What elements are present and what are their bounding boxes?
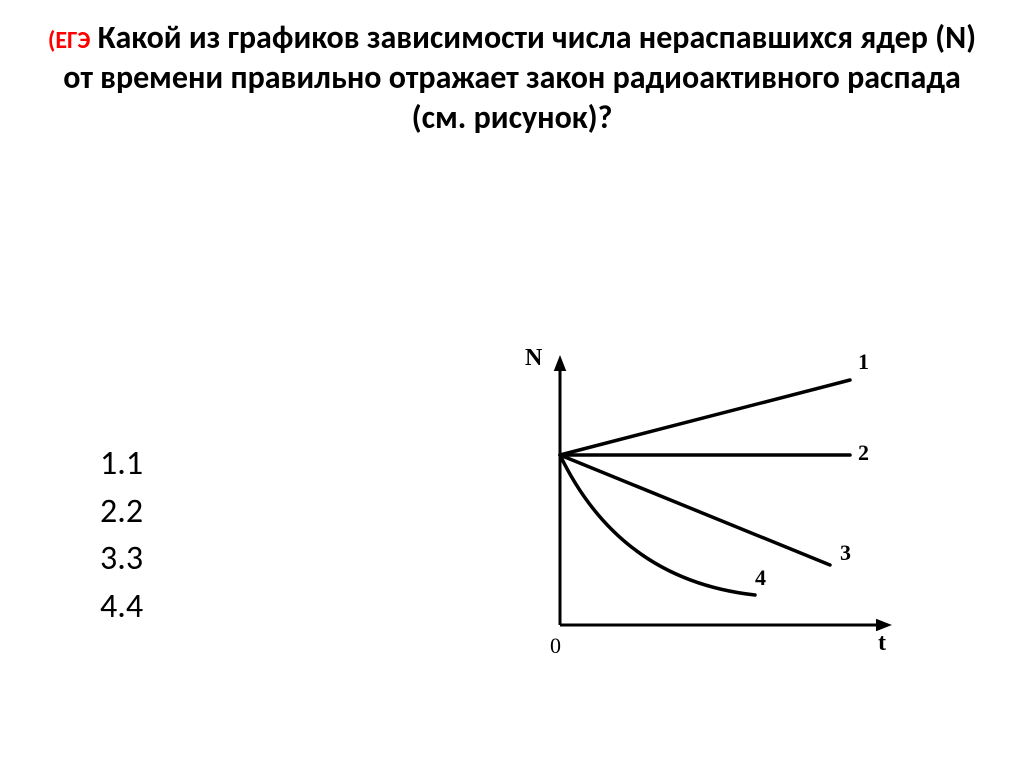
y-axis-label: N: [525, 345, 542, 372]
curve-label-4: 4: [755, 565, 766, 591]
option-1: 1.1: [100, 440, 143, 488]
question-title: (ЕГЭ Какой из графиков зависимости числа…: [40, 18, 984, 138]
chart: N 0 t 1 2 3 4: [500, 355, 900, 655]
answer-options: 1.1 2.2 3.3 4.4: [100, 440, 143, 630]
title-text: Какой из графиков зависимости числа нера…: [63, 18, 976, 137]
option-3: 3.3: [100, 535, 143, 583]
chart-svg: [500, 355, 900, 655]
slide: (ЕГЭ Какой из графиков зависимости числа…: [0, 0, 1024, 767]
title-prefix: (ЕГЭ: [48, 26, 90, 55]
curve-label-1: 1: [858, 349, 869, 375]
option-2: 2.2: [100, 488, 143, 536]
curve-label-2: 2: [858, 440, 869, 466]
curve-label-3: 3: [840, 540, 851, 566]
option-4: 4.4: [100, 583, 143, 631]
origin-label: 0: [550, 633, 561, 659]
x-axis-label: t: [878, 630, 886, 657]
